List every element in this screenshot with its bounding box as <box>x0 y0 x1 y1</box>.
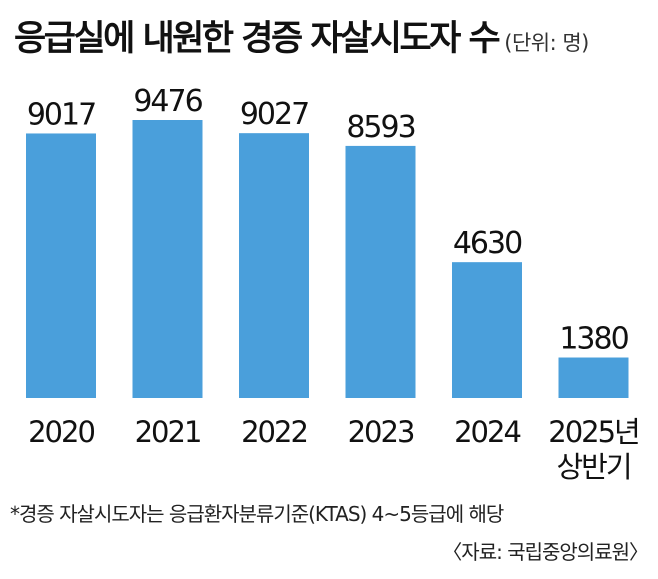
chart-title: 응급실에 내원한 경증 자살시도자 수 <box>14 19 501 59</box>
bar-4 <box>452 262 522 398</box>
bar-5 <box>558 357 629 398</box>
category-label-2: 2022 <box>241 415 307 449</box>
bar-value-label-0: 9017 <box>27 97 95 132</box>
bar-value-label-4: 4630 <box>453 226 522 261</box>
category-label-0: 2020 <box>28 415 94 449</box>
category-label-4: 2024 <box>454 415 520 449</box>
footnote: *경증 자살시도자는 응급환자분류기준(KTAS) 4~5등급에 해당 <box>10 502 504 526</box>
category-label-3: 2023 <box>348 415 414 449</box>
bar-3 <box>345 145 416 398</box>
bar-value-label-5: 1380 <box>559 322 628 357</box>
bar-1 <box>132 120 203 398</box>
bar-0 <box>26 133 96 398</box>
bar-value-label-1: 9476 <box>133 84 202 119</box>
source-note: 〈자료: 국립중앙의료원〉 <box>442 540 649 564</box>
category-label-5-line-0: 2025년 <box>548 415 638 449</box>
category-label-5-line-1: 상반기 <box>556 450 630 484</box>
unit-label: (단위: 명) <box>504 31 589 55</box>
bar-value-label-2: 9027 <box>240 97 308 132</box>
bar-value-label-3: 8593 <box>346 110 414 145</box>
bar-2 <box>239 133 309 399</box>
bar-chart: 9017 2020 9476 2021 9027 2022 8593 2023 4630 2024… <box>26 84 641 484</box>
title-row: 응급실에 내원한 경증 자살시도자 수 (단위: 명) <box>14 10 650 66</box>
category-label-1: 2021 <box>135 415 201 449</box>
